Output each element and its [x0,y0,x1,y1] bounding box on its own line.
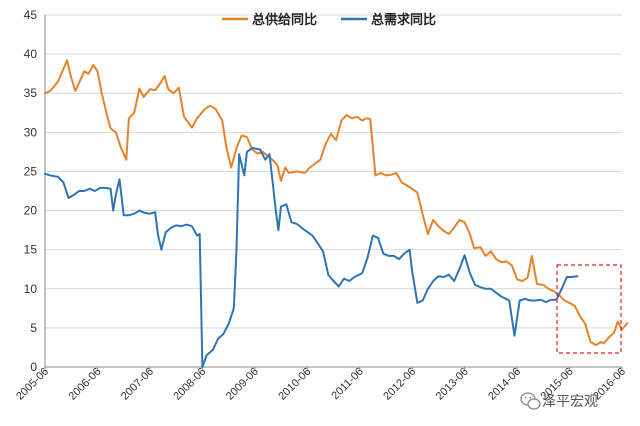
y-tick-label: 35 [24,86,38,100]
y-tick-label: 10 [24,282,38,296]
wechat-icon [520,392,541,410]
x-tick-label: 2014-06 [486,366,523,403]
series-line-2 [44,147,579,368]
series-lines [44,59,629,368]
x-tick-label: 2013-06 [434,366,471,403]
y-tick-label: 30 [24,125,38,139]
x-tick-label: 2012-06 [381,366,418,403]
legend-label: 总需求同比 [371,12,436,28]
series-line-1 [44,59,629,347]
x-tick-label: 2011-06 [329,366,365,402]
y-tick-label: 5 [30,321,37,335]
y-tick-label: 0 [30,360,37,374]
x-axis-tick-labels: 2005-06 2006-06 2007-06 2008-06 2009-06 2010-… [14,366,628,403]
legend: 总供给同比 总需求同比 [222,12,436,28]
y-tick-label: 20 [24,204,38,218]
x-tick-label: 2009-06 [224,366,261,403]
legend-label: 总供给同比 [252,12,317,28]
watermark: 泽平宏观 [520,392,598,410]
watermark-text: 泽平宏观 [542,394,598,410]
y-tick-label: 45 [24,8,38,22]
axes [44,15,623,371]
highlight-box [556,264,622,354]
y-axis-tick-labels: 0 5 10 15 20 25 30 35 40 45 [24,8,38,374]
y-tick-label: 25 [24,164,38,178]
y-tick-label: 15 [24,243,38,257]
x-tick-label: 2008-06 [171,366,208,403]
x-tick-label: 2007-06 [119,366,156,403]
x-tick-label: 2010-06 [276,366,313,403]
y-tick-label: 40 [24,47,38,61]
x-tick-label: 2006-06 [67,366,104,403]
